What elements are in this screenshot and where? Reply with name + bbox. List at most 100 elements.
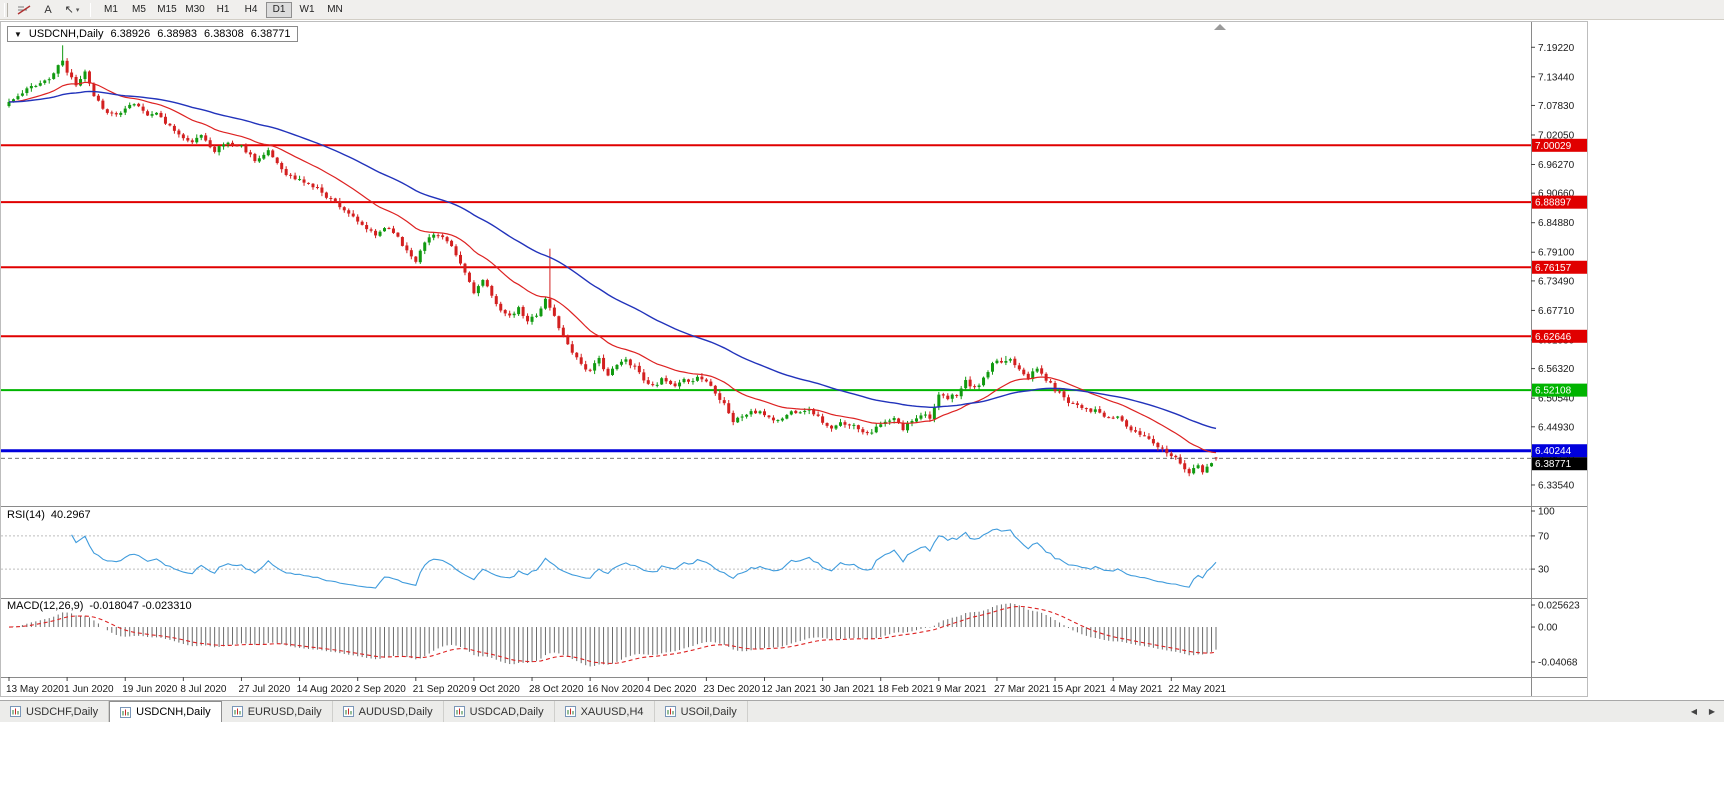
chart-tab-icon: [120, 706, 132, 718]
svg-text:6.44930: 6.44930: [1538, 422, 1575, 433]
macd-name: MACD(12,26,9): [7, 600, 84, 612]
tab-label: USDCHF,Daily: [26, 705, 99, 718]
symbol-period: USDCNH,Daily: [28, 28, 104, 40]
svg-text:8 Jul 2020: 8 Jul 2020: [180, 684, 227, 695]
tab-label: USOil,Daily: [680, 705, 737, 718]
svg-text:6.40244: 6.40244: [1535, 446, 1572, 457]
svg-text:22 May 2021: 22 May 2021: [1168, 684, 1226, 695]
tab-usoil[interactable]: USOil,Daily: [655, 701, 748, 722]
svg-text:6.50540: 6.50540: [1538, 394, 1575, 405]
toolbar-gripper[interactable]: [4, 2, 8, 17]
svg-text:6.56320: 6.56320: [1538, 364, 1575, 375]
tab-usdcad[interactable]: USDCAD,Daily: [444, 701, 555, 722]
svg-text:6.38771: 6.38771: [1535, 459, 1572, 470]
level-price-tag: [1532, 383, 1587, 397]
tab-usdcnh[interactable]: USDCNH,Daily: [109, 701, 222, 722]
svg-text:4 May 2021: 4 May 2021: [1110, 684, 1163, 695]
chart-tab-icon: [453, 706, 465, 717]
svg-text:0.025623: 0.025623: [1538, 601, 1580, 612]
svg-text:1 Jun 2020: 1 Jun 2020: [64, 684, 114, 695]
macd-values: -0.018047 -0.023310: [89, 600, 192, 612]
timeframe-m15-button[interactable]: M15: [154, 2, 180, 18]
timeframe-w1-button[interactable]: W1: [294, 2, 320, 18]
svg-text:6.90660: 6.90660: [1538, 189, 1575, 200]
svg-text:6.96270: 6.96270: [1538, 160, 1575, 171]
tab-label: XAUUSD,H4: [580, 705, 644, 718]
macd-signal-line: [8, 605, 1217, 664]
tab-audusd[interactable]: AUDUSD,Daily: [333, 701, 444, 722]
svg-text:7.19220: 7.19220: [1538, 43, 1575, 54]
top-toolbar: A ↖ ▾ M1 M5 M15 M30 H1 H4 D1 W1 MN: [0, 0, 1724, 20]
chart-tab-icon: [564, 706, 576, 717]
rsi-label: RSI(14) 40.2967: [7, 509, 91, 521]
rsi-value: 40.2967: [50, 509, 91, 521]
svg-text:0.00: 0.00: [1538, 623, 1558, 634]
chart-window: 7.19220 7.13440 7.07830 7.02050 6.96270 6.906…: [0, 21, 1588, 697]
svg-text:2 Sep 2020: 2 Sep 2020: [355, 684, 407, 695]
tab-eurusd[interactable]: EURUSD,Daily: [222, 701, 333, 722]
level-price-tag: [1532, 329, 1587, 343]
svg-text:28 Oct 2020: 28 Oct 2020: [529, 684, 584, 695]
toolbar-separator: [90, 2, 91, 17]
macd-histogram: [12, 603, 1217, 667]
tab-xauusd[interactable]: XAUUSD,H4: [555, 701, 655, 722]
svg-text:6.67710: 6.67710: [1538, 306, 1575, 317]
svg-text:12 Jan 2021: 12 Jan 2021: [761, 684, 816, 695]
svg-text:9 Oct 2020: 9 Oct 2020: [471, 684, 520, 695]
timeframe-m30-button[interactable]: M30: [182, 2, 208, 18]
level-price-tag: [1532, 195, 1587, 209]
ohlc-close: 6.38771: [250, 28, 291, 40]
tabs-container: USDCHF,Daily USDCNH,Daily EURUSD,Daily AUDU…: [0, 701, 748, 722]
line-studies-button[interactable]: [12, 1, 36, 19]
timeframe-m5-button[interactable]: M5: [126, 2, 152, 18]
timeframe-d1-button[interactable]: D1: [266, 1, 292, 18]
time-axis[interactable]: [1, 677, 1531, 696]
tabs-scroll-left-button[interactable]: ◀: [1686, 704, 1702, 720]
timeframe-buttons: M1 M5 M15 M30 H1 H4 D1 W1 MN: [97, 1, 349, 18]
svg-text:16 Nov 2020: 16 Nov 2020: [587, 684, 644, 695]
svg-text:30 Jan 2021: 30 Jan 2021: [820, 684, 875, 695]
svg-text:9 Mar 2021: 9 Mar 2021: [936, 684, 987, 695]
current-price-tag: [1532, 457, 1587, 471]
svg-text:6.62646: 6.62646: [1535, 332, 1572, 343]
svg-text:7.13440: 7.13440: [1538, 72, 1575, 83]
svg-text:7.00029: 7.00029: [1535, 141, 1572, 152]
tab-label: EURUSD,Daily: [247, 705, 322, 718]
svg-text:6.33540: 6.33540: [1538, 480, 1575, 491]
svg-text:21 Sep 2020: 21 Sep 2020: [413, 684, 470, 695]
tab-usdchf[interactable]: USDCHF,Daily: [0, 701, 110, 722]
svg-text:6.79100: 6.79100: [1538, 248, 1575, 259]
level-price-tag: [1532, 444, 1587, 458]
timeframe-h1-button[interactable]: H1: [210, 2, 236, 18]
chart-tab-icon: [342, 706, 354, 717]
candles-layer: [7, 45, 1218, 477]
timeframe-mn-button[interactable]: MN: [322, 2, 348, 18]
text-tool-icon: A: [44, 3, 52, 16]
rsi-line: [71, 528, 1217, 589]
tabs-scroll-right-button[interactable]: ▶: [1704, 704, 1720, 720]
svg-text:7.02050: 7.02050: [1538, 130, 1575, 141]
svg-text:18 Feb 2021: 18 Feb 2021: [878, 684, 935, 695]
svg-text:27 Mar 2021: 27 Mar 2021: [994, 684, 1051, 695]
ohlc-high: 6.38983: [157, 28, 198, 40]
collapse-triangle-icon: ▼: [14, 29, 22, 39]
svg-text:27 Jul 2020: 27 Jul 2020: [238, 684, 290, 695]
ohlc-open: 6.38926: [110, 28, 151, 40]
svg-text:30: 30: [1538, 565, 1550, 576]
svg-text:70: 70: [1538, 531, 1550, 542]
timeframe-h4-button[interactable]: H4: [238, 2, 264, 18]
ohlc-low: 6.38308: [204, 28, 244, 40]
chevron-down-icon: ▾: [75, 6, 80, 14]
text-tool-button[interactable]: A: [36, 1, 60, 19]
svg-text:19 Jun 2020: 19 Jun 2020: [122, 684, 177, 695]
svg-text:14 Aug 2020: 14 Aug 2020: [297, 684, 354, 695]
price-chart[interactable]: 7.19220 7.13440 7.07830 7.02050 6.96270 6.906…: [1, 22, 1587, 696]
arrow-tools-button[interactable]: ↖ ▾: [60, 1, 84, 19]
tab-label: USDCNH,Daily: [136, 706, 211, 718]
svg-text:6.73490: 6.73490: [1538, 276, 1575, 287]
line-studies-icon: [17, 5, 30, 15]
window-tab-bar: USDCHF,Daily USDCNH,Daily EURUSD,Daily AUDU…: [0, 700, 1724, 722]
price-axis[interactable]: [1531, 22, 1587, 677]
timeframe-m1-button[interactable]: M1: [98, 2, 124, 18]
rsi-name: RSI(14): [7, 509, 45, 521]
